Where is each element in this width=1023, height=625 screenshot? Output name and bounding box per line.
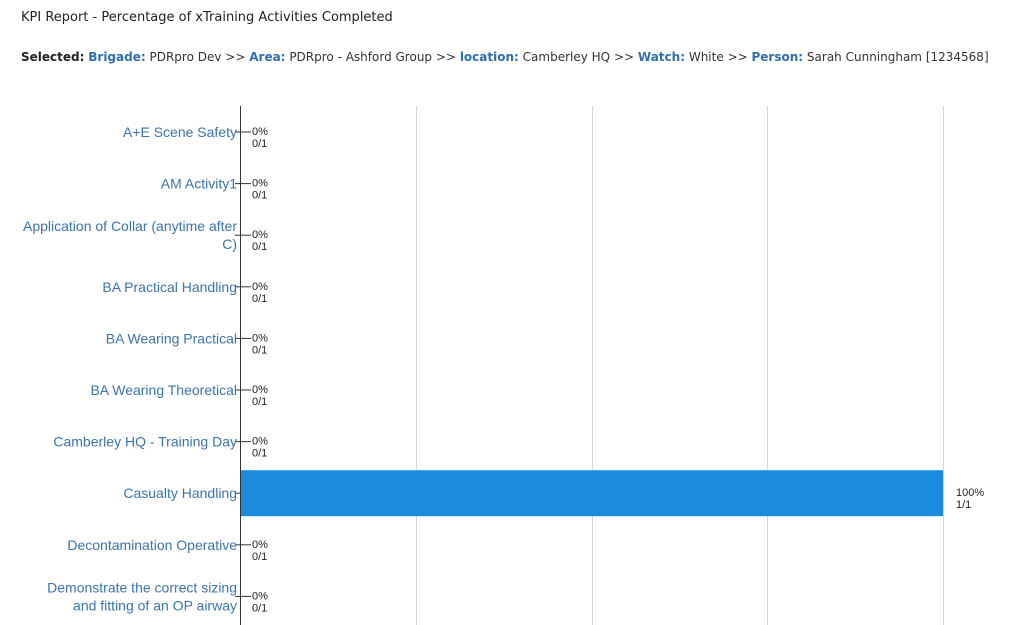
- breadcrumb-separator: >>: [435, 50, 456, 64]
- brigade-key: Brigade:: [88, 50, 146, 64]
- category-label: and fitting of an OP airway: [73, 597, 237, 613]
- percent-label: 0%: [252, 539, 268, 551]
- ratio-label: 0/1: [252, 190, 267, 202]
- percent-label: 0%: [252, 229, 268, 241]
- ratio-label: 0/1: [252, 551, 267, 563]
- ratio-label: 0/1: [252, 396, 267, 408]
- category-label: Demonstrate the correct sizing: [47, 579, 237, 595]
- ratio-label: 0/1: [252, 293, 267, 305]
- area-key: Area:: [249, 50, 286, 64]
- percent-label: 0%: [252, 126, 268, 138]
- person-value: Sarah Cunningham [1234568]: [806, 50, 989, 64]
- breadcrumb-separator: >>: [727, 50, 748, 64]
- selection-breadcrumb: Selected: Brigade: PDRpro Dev >> Area: P…: [21, 50, 989, 64]
- category-label: Decontamination Operative: [67, 537, 237, 553]
- ratio-label: 0/1: [252, 448, 267, 460]
- category-label: BA Practical Handling: [102, 279, 237, 295]
- location-key: location:: [459, 50, 519, 64]
- category-label: Casualty Handling: [123, 485, 237, 501]
- watch-key: Watch:: [637, 50, 685, 64]
- category-label: A+E Scene Safety: [123, 124, 237, 140]
- breadcrumb-separator: >>: [613, 50, 635, 64]
- area-value: PDRpro - Ashford Group: [289, 50, 433, 64]
- percent-label: 0%: [252, 332, 268, 344]
- brigade-value: PDRpro Dev: [149, 50, 222, 64]
- percent-label: 0%: [252, 590, 268, 602]
- percent-label: 0%: [252, 281, 268, 293]
- ratio-label: 0/1: [252, 138, 267, 150]
- category-label: AM Activity1: [161, 176, 237, 192]
- watch-value: White: [688, 50, 724, 64]
- person-key: Person:: [751, 50, 804, 64]
- ratio-label: 0/1: [252, 241, 267, 253]
- percent-label: 0%: [252, 384, 268, 396]
- category-label: Camberley HQ - Training Day: [53, 434, 237, 450]
- location-value: Camberley HQ: [522, 50, 611, 64]
- category-label: Application of Collar (anytime after: [23, 218, 237, 234]
- ratio-label: 1/1: [956, 499, 971, 511]
- bar-7: [240, 470, 943, 517]
- percent-label: 0%: [252, 178, 268, 190]
- category-label: C): [222, 236, 237, 252]
- category-label: BA Wearing Practical: [106, 330, 237, 346]
- breadcrumb-separator: >>: [225, 50, 246, 64]
- percent-label: 0%: [252, 436, 268, 448]
- ratio-label: 0/1: [252, 602, 267, 614]
- selected-label: Selected:: [21, 50, 85, 64]
- report-title: KPI Report - Percentage of xTraining Act…: [21, 10, 393, 25]
- ratio-label: 0/1: [252, 344, 267, 356]
- category-label: BA Wearing Theoretical: [90, 382, 237, 398]
- percent-label: 100%: [956, 487, 984, 499]
